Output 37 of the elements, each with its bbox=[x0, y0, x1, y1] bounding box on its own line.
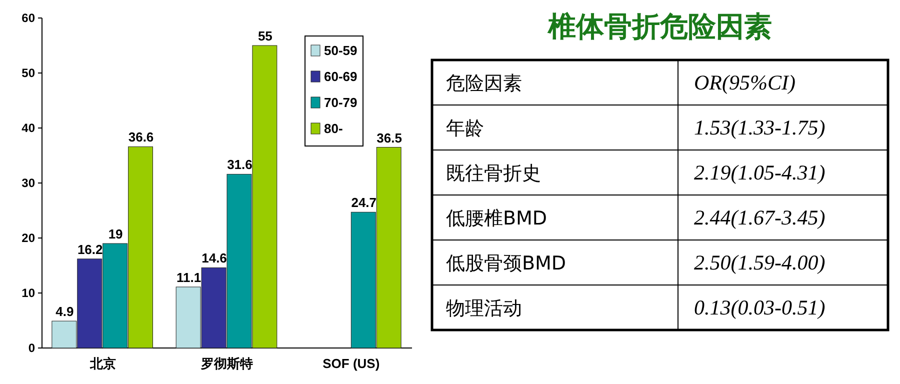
legend-label: 70-79 bbox=[324, 95, 358, 110]
text: 2.50(1.59-4.00) bbox=[694, 250, 826, 274]
x-tick-label: SOF (US) bbox=[322, 356, 380, 371]
text: 椎体骨折危险因素 bbox=[547, 11, 772, 42]
y-tick-label: 20 bbox=[22, 231, 36, 245]
text: 2.44(1.67-3.45) bbox=[694, 206, 826, 230]
x-tick-label: 罗彻斯特 bbox=[200, 356, 253, 371]
data-label: 24.7 bbox=[351, 195, 377, 210]
text: 物理活动 bbox=[446, 298, 522, 320]
data-label: 14.6 bbox=[202, 250, 227, 266]
y-tick-label: 30 bbox=[22, 176, 36, 190]
y-tick-label: 60 bbox=[22, 11, 36, 25]
text: 既往骨折史 bbox=[446, 162, 541, 184]
data-label: 36.6 bbox=[128, 130, 154, 145]
data-label: 36.5 bbox=[376, 130, 402, 146]
data-label: 16.2 bbox=[77, 242, 103, 257]
legend-label: 50-59 bbox=[324, 43, 358, 58]
data-label: 4.9 bbox=[56, 304, 74, 320]
text: 0.13(0.03-0.51) bbox=[694, 296, 826, 320]
text: 低腰椎BMD bbox=[446, 208, 548, 230]
text: 年龄 bbox=[446, 118, 484, 140]
text: 危险因素 bbox=[446, 72, 522, 94]
data-label: 55 bbox=[258, 28, 272, 44]
y-tick-label: 50 bbox=[22, 66, 36, 80]
y-tick-label: 40 bbox=[22, 121, 36, 135]
y-tick-label: 10 bbox=[22, 286, 36, 300]
text: 低股骨颈BMD bbox=[446, 252, 566, 274]
legend-label: 60-69 bbox=[324, 69, 358, 84]
data-label: 31.6 bbox=[227, 157, 252, 172]
legend-label: 80- bbox=[324, 121, 343, 136]
text: 1.53(1.33-1.75) bbox=[694, 116, 826, 140]
y-tick-label: 0 bbox=[28, 341, 36, 355]
data-label: 19 bbox=[108, 226, 123, 242]
x-tick-label: 北京 bbox=[88, 356, 116, 371]
text: 2.19(1.05-4.31) bbox=[694, 160, 826, 184]
text: OR(95%CI) bbox=[694, 70, 796, 94]
data-label: 11.1 bbox=[176, 270, 202, 285]
